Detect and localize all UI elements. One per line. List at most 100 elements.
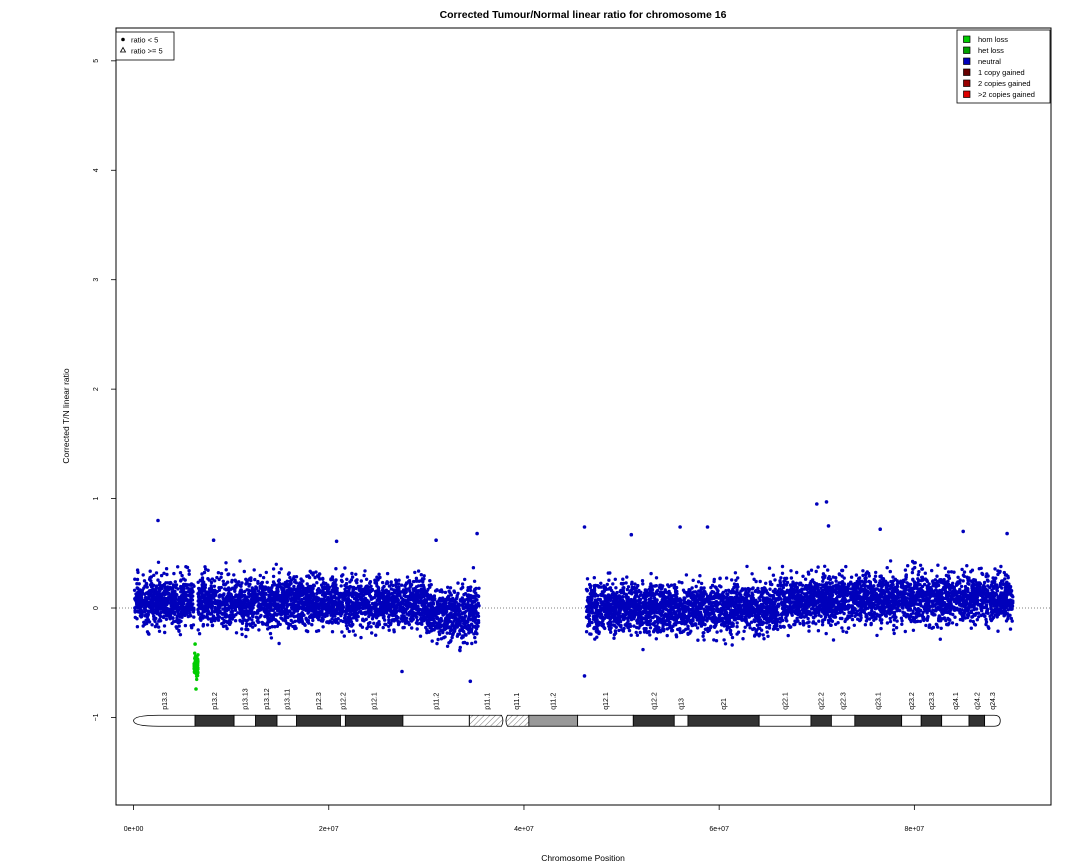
data-point: [221, 596, 225, 601]
data-point: [197, 586, 201, 591]
data-point: [271, 580, 276, 584]
data-point: [394, 610, 398, 615]
data-point: [414, 590, 418, 594]
data-point: [268, 612, 272, 617]
data-point: [311, 618, 315, 623]
data-point: [469, 607, 473, 611]
data-point: [283, 592, 287, 596]
data-point: [276, 589, 280, 594]
data-point: [300, 597, 304, 602]
data-point: [336, 617, 340, 621]
data-point: [435, 615, 439, 619]
data-point: [448, 586, 453, 590]
data-point: [363, 569, 367, 573]
data-point: [317, 575, 321, 579]
data-point: [248, 611, 253, 615]
data-point: [272, 601, 276, 605]
data-point: [343, 598, 347, 602]
data-point: [261, 575, 266, 580]
data-point: [145, 585, 149, 589]
data-point: [360, 606, 365, 611]
data-point: [178, 613, 182, 617]
data-point: [456, 632, 460, 636]
data-point: [221, 624, 226, 629]
data-point: [363, 612, 367, 616]
data-point: [172, 606, 176, 610]
data-point: [218, 600, 222, 604]
data-point: [380, 611, 384, 615]
data-point: [147, 605, 151, 609]
data-point: [315, 612, 319, 616]
data-point: [472, 618, 476, 622]
data-point: [289, 581, 293, 586]
data-point: [731, 624, 735, 628]
data-point: [612, 636, 616, 640]
data-point: [766, 634, 770, 638]
data-point: [151, 583, 156, 587]
data-point: [191, 583, 195, 587]
data-point: [422, 577, 426, 581]
data-point: [238, 559, 242, 563]
data-point: [225, 600, 229, 604]
data-point: [348, 584, 352, 589]
data-point: [222, 620, 226, 625]
data-point: [288, 623, 292, 627]
data-point: [155, 622, 159, 626]
data-point: [285, 601, 289, 605]
data-point: [156, 610, 160, 614]
data-point: [342, 634, 346, 638]
data-point: [232, 604, 236, 608]
data-point: [468, 630, 473, 634]
data-point: [308, 569, 312, 573]
data-point: [314, 570, 318, 574]
data-point: [449, 607, 454, 612]
data-point: [178, 571, 183, 575]
data-point: [589, 584, 593, 588]
data-point: [436, 637, 440, 642]
data-point: [344, 624, 349, 628]
data-point: [326, 609, 331, 613]
data-point: [217, 615, 221, 619]
data-point: [712, 638, 716, 642]
data-point: [333, 580, 337, 584]
data-point: [460, 616, 464, 620]
data-point: [431, 595, 435, 599]
data-point: [340, 611, 344, 616]
data-point: [317, 603, 322, 607]
data-point: [310, 615, 315, 619]
data-point: [297, 620, 302, 624]
data-point: [422, 603, 427, 607]
data-point: [157, 592, 162, 596]
data-point: [730, 621, 734, 625]
data-point: [414, 614, 418, 618]
data-point: [227, 588, 231, 592]
data-point: [265, 623, 269, 627]
data-point: [362, 573, 366, 578]
data-point: [419, 594, 424, 599]
data-point: [133, 606, 137, 610]
data-point: [169, 581, 173, 585]
data-point: [406, 620, 410, 624]
data-point: [403, 599, 407, 603]
data-point: [311, 583, 316, 587]
data-point: [378, 575, 382, 580]
data-point: [381, 625, 385, 630]
data-point: [140, 612, 144, 616]
data-point: [242, 609, 246, 613]
data-point: [448, 615, 452, 619]
data-point: [380, 580, 385, 585]
data-point: [163, 605, 167, 609]
data-point: [156, 578, 160, 582]
data-point: [461, 602, 466, 606]
data-point: [280, 616, 284, 621]
data-point: [196, 628, 200, 632]
data-point: [230, 610, 234, 614]
data-point: [339, 584, 343, 588]
data-point: [181, 596, 185, 600]
data-point: [200, 576, 205, 580]
data-point: [334, 583, 338, 587]
data-point: [333, 612, 337, 616]
data-point: [257, 628, 261, 632]
data-point: [330, 620, 334, 625]
data-point: [144, 602, 149, 606]
